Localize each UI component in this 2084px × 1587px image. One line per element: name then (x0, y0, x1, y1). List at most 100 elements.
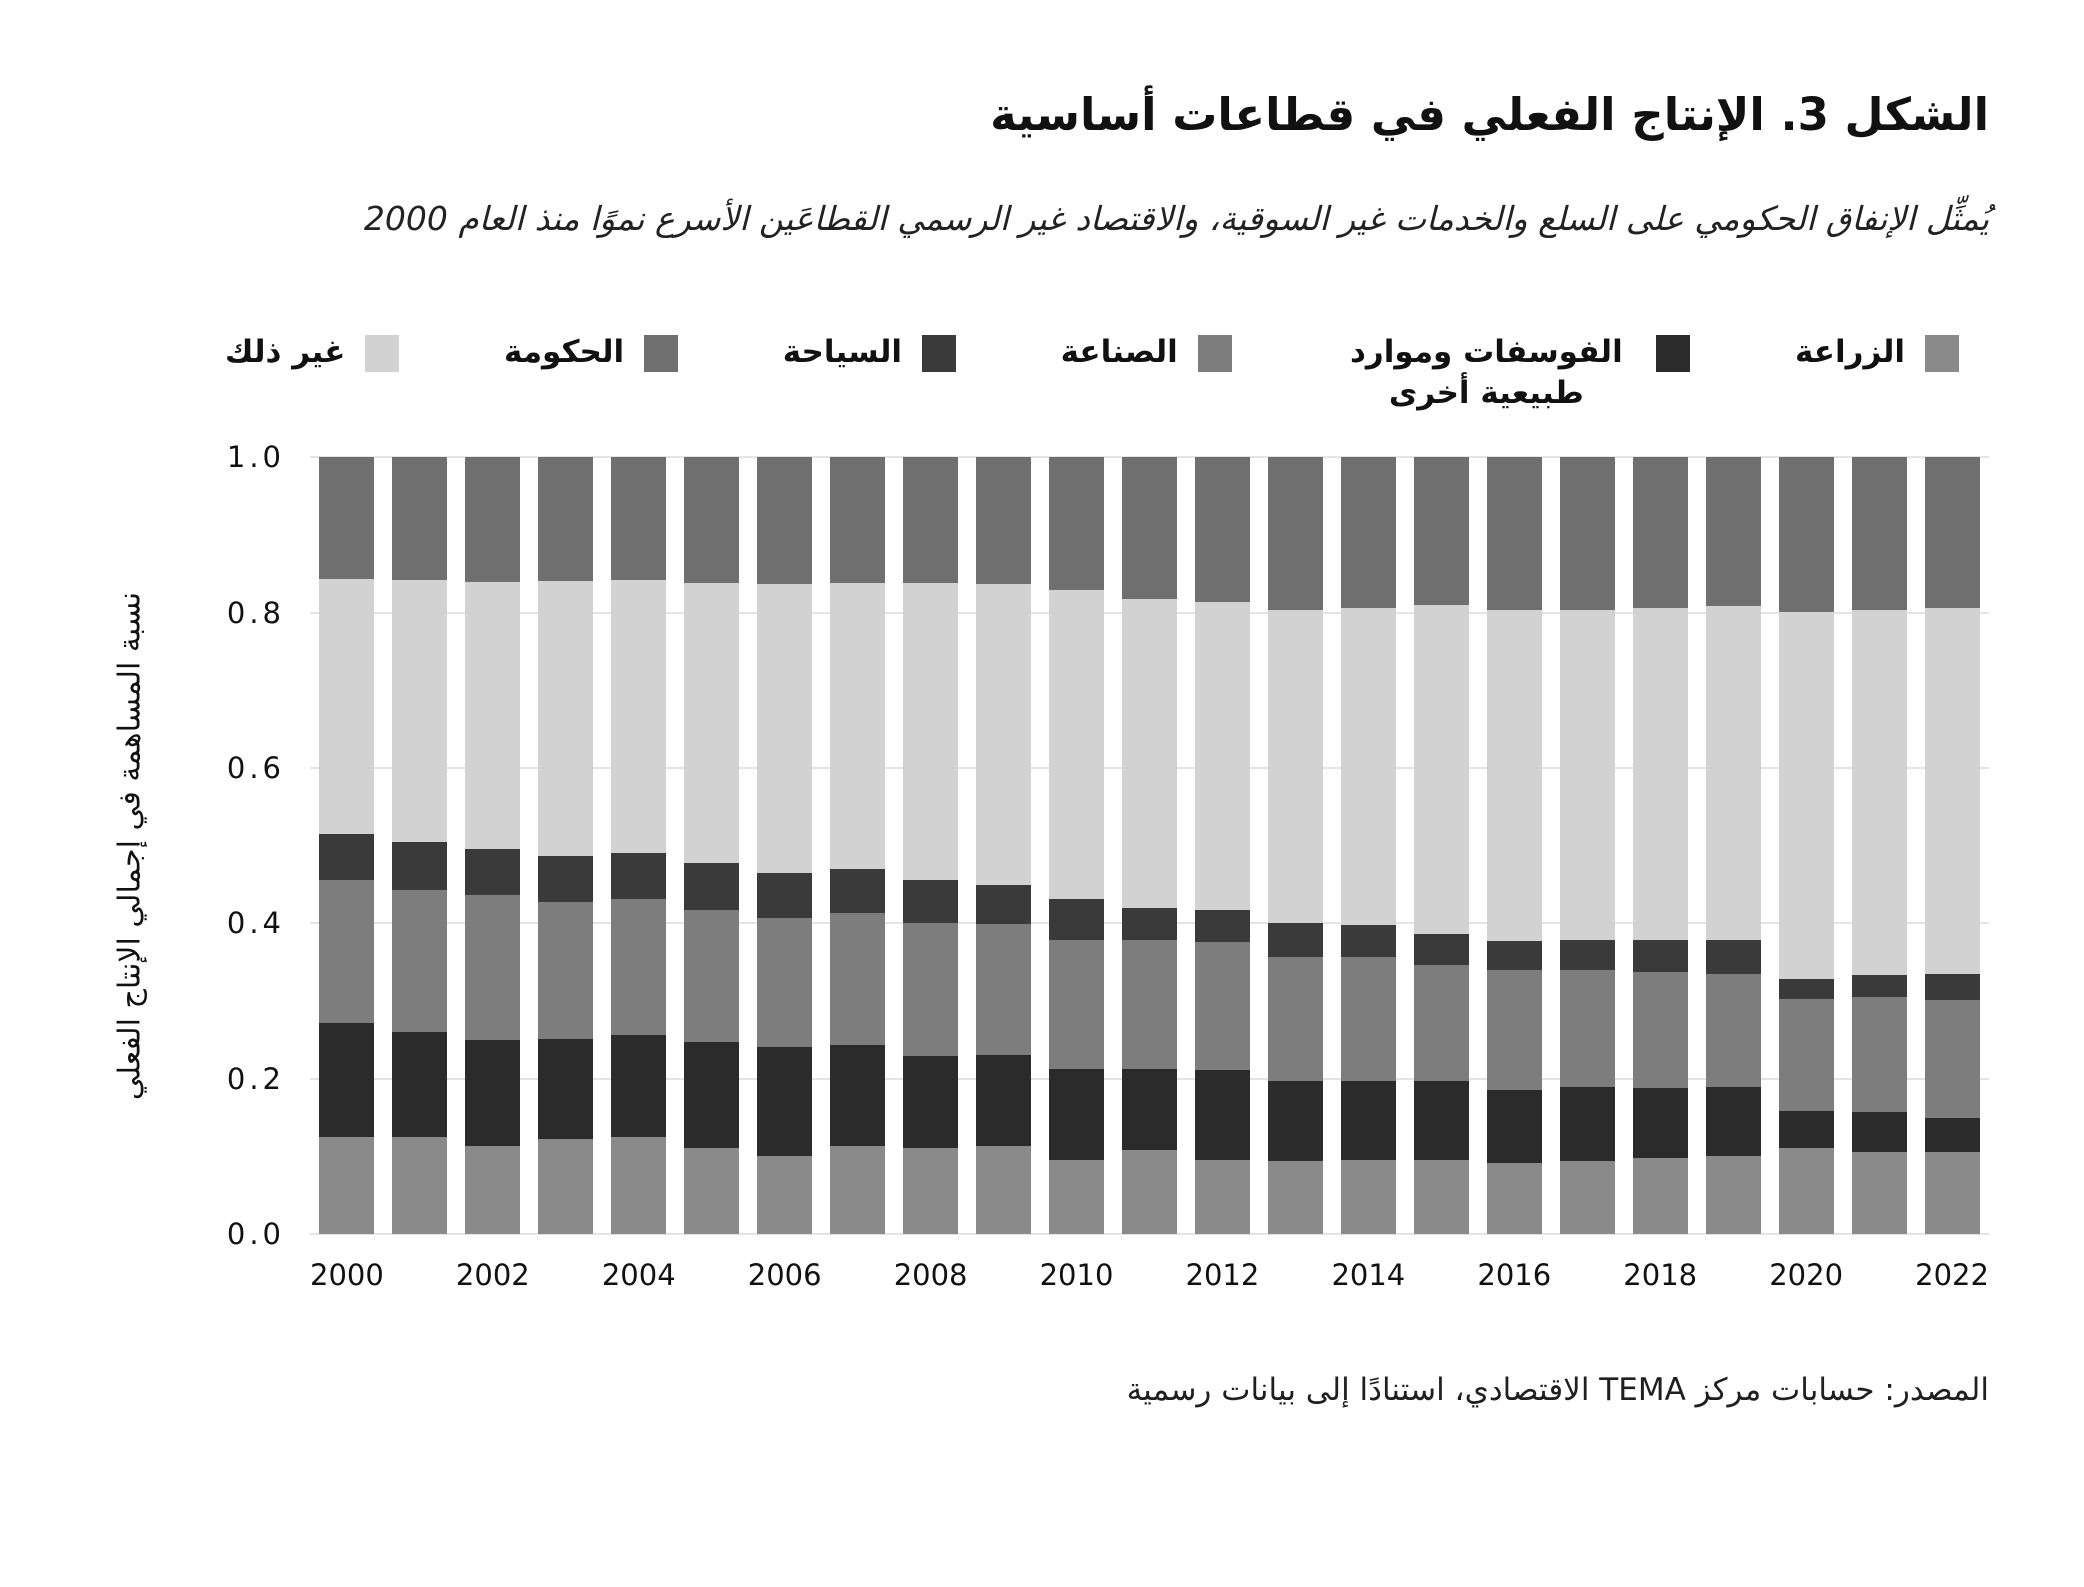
segment-other (684, 583, 739, 863)
segment-tourism (538, 855, 593, 902)
bar-2020 (1779, 457, 1834, 1235)
segment-other (1414, 604, 1469, 934)
bar-cell (1624, 457, 1697, 1235)
x-tick-label (1843, 1258, 1915, 1292)
segment-tourism (319, 834, 374, 880)
segment-other (1341, 607, 1396, 925)
segment-phosphates (611, 1034, 666, 1138)
segment-other (392, 579, 447, 842)
segment-agriculture (1633, 1158, 1688, 1235)
bar-2000 (319, 457, 374, 1235)
legend-label-other: غير ذلك (225, 333, 346, 370)
bar-cell (1697, 457, 1770, 1235)
segment-agriculture (1049, 1159, 1104, 1235)
segment-tourism (1195, 910, 1250, 943)
segment-phosphates (684, 1042, 739, 1148)
bar-cell (1040, 457, 1113, 1235)
bar-cell (383, 457, 456, 1235)
bar-2016 (1487, 457, 1542, 1235)
segment-agriculture (757, 1155, 812, 1235)
segment-industry (976, 924, 1031, 1055)
legend-label-government: الحكومة (504, 333, 625, 370)
segment-other (1706, 606, 1761, 940)
segment-other (1049, 590, 1104, 899)
y-tick-label: 0.8 (226, 595, 285, 630)
y-tick-label: 1.0 (226, 440, 285, 475)
segment-industry (1122, 939, 1177, 1069)
segment-phosphates (903, 1055, 958, 1148)
legend-swatch-agriculture (1925, 334, 1959, 372)
segment-tourism (1414, 933, 1469, 965)
segment-agriculture (903, 1147, 958, 1235)
gridline (310, 456, 1989, 459)
segment-industry (1852, 997, 1907, 1113)
segment-tourism (1341, 924, 1396, 957)
segment-phosphates (1633, 1088, 1688, 1159)
x-tick-label: 2022 (1915, 1258, 1989, 1293)
segment-industry (1268, 956, 1323, 1082)
bar-2018 (1633, 457, 1688, 1235)
x-tick-label: 2000 (310, 1258, 384, 1293)
legend-item-government: الحكومة (504, 332, 679, 374)
bar-2019 (1706, 457, 1761, 1235)
bar-cell (1478, 457, 1551, 1235)
segment-other (1122, 598, 1177, 908)
bar-cell (1186, 457, 1259, 1235)
bar-cell (821, 457, 894, 1235)
segment-phosphates (1341, 1081, 1396, 1160)
bar-cell (675, 457, 748, 1235)
segment-tourism (1779, 979, 1834, 999)
segment-tourism (903, 879, 958, 923)
segment-government (1049, 457, 1104, 591)
segment-tourism (1049, 898, 1104, 940)
segment-industry (1049, 939, 1104, 1070)
legend-label-industry: الصناعة (1060, 333, 1178, 370)
bar-cell (1916, 457, 1989, 1235)
bar-cell (310, 457, 383, 1235)
segment-phosphates (1706, 1086, 1761, 1156)
y-tick-label: 0.2 (226, 1061, 285, 1096)
segment-government (319, 457, 374, 580)
bar-2001 (392, 457, 447, 1235)
bar-2014 (1341, 457, 1396, 1235)
segment-tourism (392, 841, 447, 890)
legend-swatch-phosphates (1656, 334, 1691, 372)
segment-phosphates (1414, 1081, 1469, 1160)
segment-phosphates (1487, 1089, 1542, 1163)
segment-industry (1633, 971, 1688, 1089)
x-tick-label: 2004 (601, 1258, 676, 1293)
segment-government (1341, 457, 1396, 608)
segment-tourism (1560, 939, 1615, 971)
segment-tourism (465, 848, 520, 895)
bar-cell (1843, 457, 1916, 1235)
segment-government (1706, 457, 1761, 607)
bar-cell (602, 457, 675, 1235)
segment-phosphates (1925, 1117, 1980, 1152)
figure-title: الشكل 3. الإنتاج الفعلي في قطاعات أساسية (990, 88, 1989, 141)
segment-industry (1706, 973, 1761, 1087)
bar-2010 (1049, 457, 1104, 1235)
bar-2009 (976, 457, 1031, 1235)
bar-2004 (611, 457, 666, 1235)
segment-industry (903, 922, 958, 1056)
segment-tourism (1268, 922, 1323, 957)
bars (310, 457, 1989, 1235)
segment-government (1268, 457, 1323, 610)
segment-tourism (1633, 939, 1688, 972)
legend-item-other: غير ذلك (225, 332, 400, 374)
bar-cell (1332, 457, 1405, 1235)
segment-agriculture (392, 1137, 447, 1235)
bar-2021 (1852, 457, 1907, 1235)
segment-government (392, 457, 447, 580)
segment-other (1925, 607, 1980, 974)
segment-agriculture (830, 1146, 885, 1235)
bar-2006 (757, 457, 812, 1235)
legend-item-industry: الصناعة (1061, 332, 1232, 374)
bar-2012 (1195, 457, 1250, 1235)
segment-industry (465, 894, 520, 1040)
bar-cell (1551, 457, 1624, 1235)
segment-other (1487, 609, 1542, 941)
segment-industry (538, 901, 593, 1040)
segment-phosphates (538, 1039, 593, 1140)
segment-other (976, 583, 1031, 885)
